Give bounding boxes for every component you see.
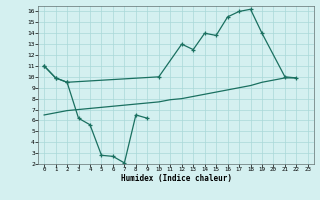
X-axis label: Humidex (Indice chaleur): Humidex (Indice chaleur) <box>121 174 231 183</box>
